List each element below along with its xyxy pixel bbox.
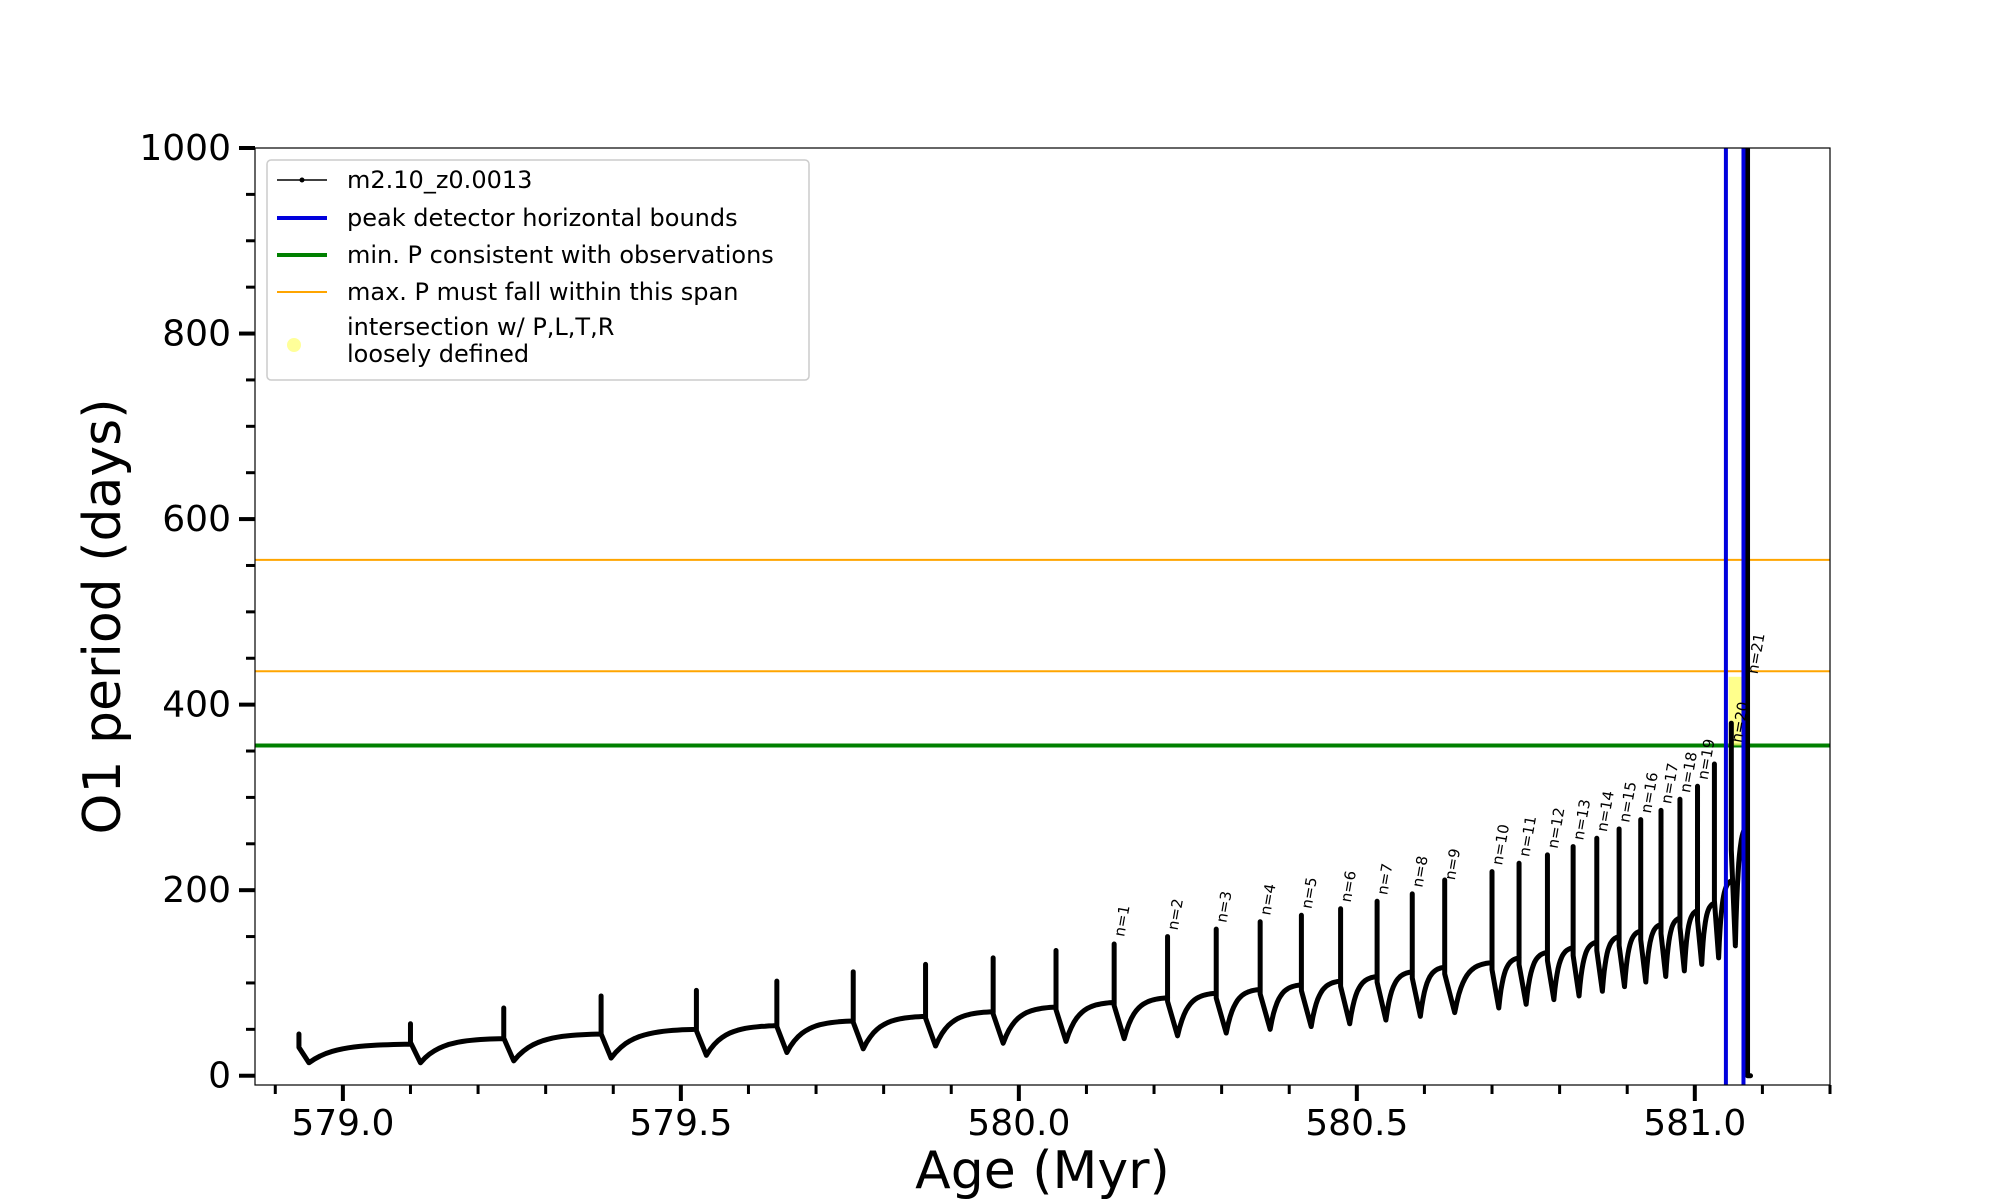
legend-box	[266, 159, 810, 381]
x-tick-label: 580.5	[1305, 1103, 1408, 1144]
x-tick-label: 581.0	[1643, 1103, 1746, 1144]
pulse-label: n=7	[1373, 862, 1396, 896]
pulse-label: n=2	[1164, 897, 1187, 931]
legend-swatch	[287, 338, 301, 352]
legend-label: peak detector horizontal bounds	[347, 204, 738, 232]
y-tick-label: 0	[208, 1056, 231, 1097]
pulse-label: n=4	[1256, 882, 1279, 916]
legend-label: min. P consistent with observations	[347, 241, 774, 269]
y-axis: 0 200 400 600 800 1000	[139, 128, 255, 1097]
pulse-label: n=11	[1515, 814, 1540, 858]
pulse-label: n=10	[1488, 823, 1513, 867]
y-tick-label: 1000	[139, 128, 231, 169]
pulse-label: n=8	[1408, 854, 1431, 888]
pulse-label: n=15	[1615, 780, 1640, 824]
x-tick-label: 580.0	[967, 1103, 1070, 1144]
x-axis-title: Age (Myr)	[915, 1141, 1170, 1200]
pulse-label: n=6	[1337, 869, 1360, 903]
pulse-label: n=3	[1212, 890, 1235, 924]
legend-label: intersection w/ P,L,T,R	[347, 313, 614, 341]
axes-frame	[254, 147, 1831, 1086]
pulse-label: n=9	[1441, 847, 1464, 881]
y-tick-label: 400	[162, 685, 231, 726]
pulse-label: n=12	[1544, 806, 1569, 850]
pulse-label: n=5	[1298, 876, 1321, 910]
legend-label: m2.10_z0.0013	[347, 166, 532, 194]
pulse-label: n=14	[1593, 789, 1618, 833]
x-tick-label: 579.5	[629, 1103, 732, 1144]
x-tick-label: 579.0	[291, 1103, 394, 1144]
plot-area: n=1 n=2 n=3 n=4 n=5 n=6 n=7 n=8 n=9 n=10 n=11 n=12 n…	[255, 148, 1830, 1085]
x-axis: 579.0 579.5 580.0 580.5 581.0	[273, 1085, 1832, 1144]
y-tick-label: 200	[162, 870, 231, 911]
legend-label: loosely defined	[347, 340, 529, 368]
y-tick-label: 800	[162, 314, 231, 355]
pulse-label: n=1	[1110, 904, 1133, 938]
y-axis-title: O1 period (days)	[73, 398, 133, 834]
y-tick-label: 600	[162, 499, 231, 540]
legend-marker	[299, 177, 305, 183]
pulse-label: n=13	[1569, 798, 1594, 842]
legend-label: max. P must fall within this span	[347, 278, 738, 306]
period-series-line	[296, 148, 1754, 1079]
